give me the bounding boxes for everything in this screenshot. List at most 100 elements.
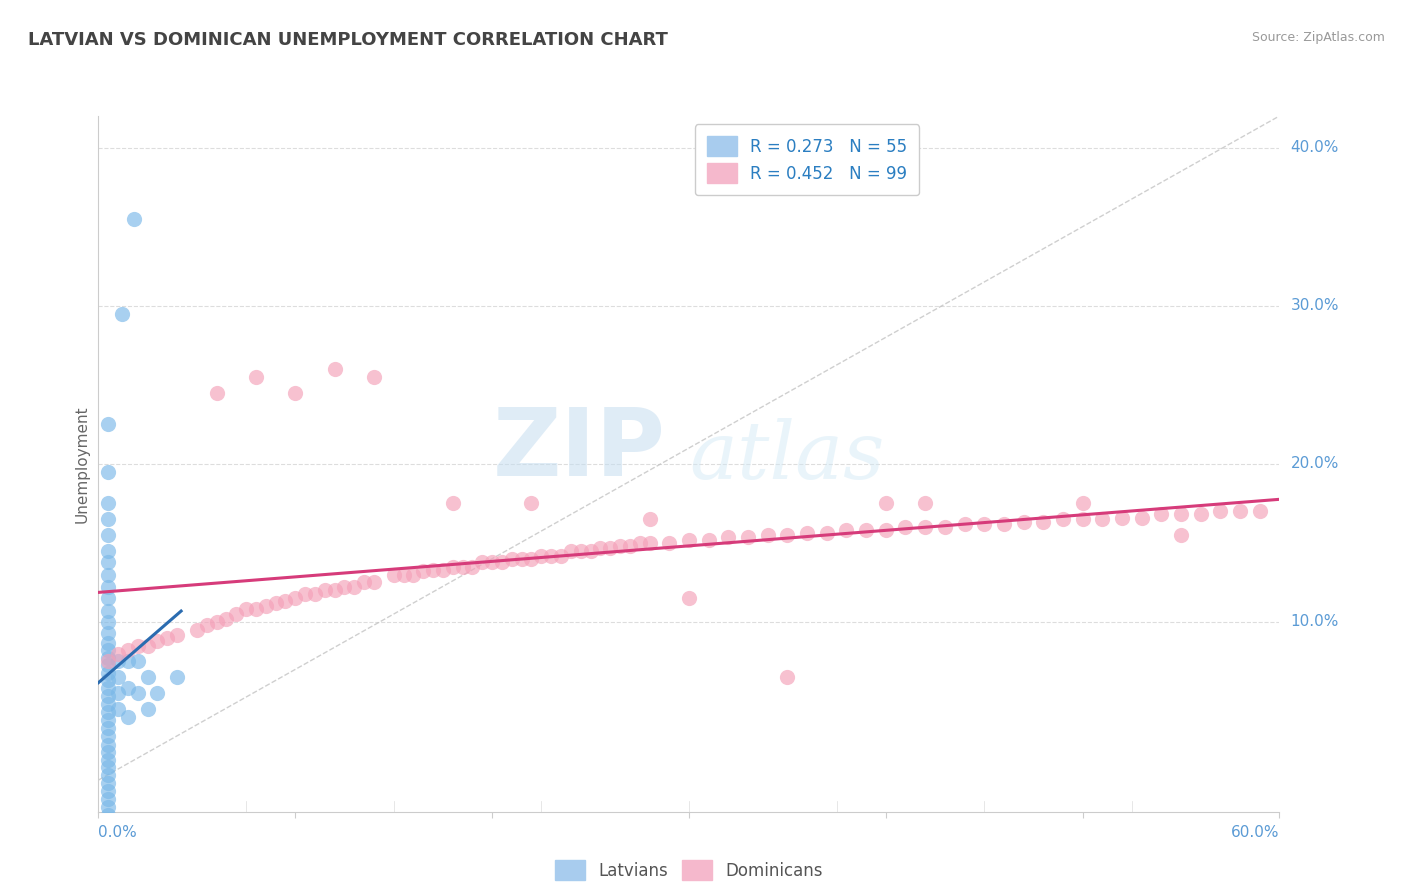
Point (392, 567, 415, 582)
Point (122, 211, 145, 226)
Point (569, 543, 592, 558)
Point (97, 681, 120, 696)
Point (973, 516, 995, 531)
Point (97, 739, 120, 753)
Point (97, 635, 120, 649)
Point (491, 555, 513, 569)
Point (205, 385, 228, 400)
Point (97, 496, 120, 510)
Point (97, 528, 120, 542)
Text: 30.0%: 30.0% (1291, 298, 1339, 313)
Point (441, 559, 464, 574)
Point (776, 528, 799, 542)
Point (97, 543, 120, 558)
Text: atlas: atlas (689, 418, 884, 496)
Point (638, 536, 661, 550)
Point (609, 539, 631, 553)
Point (146, 686, 169, 700)
Point (97, 729, 120, 743)
Point (97, 776, 120, 790)
Point (284, 385, 307, 400)
Point (97, 643, 120, 657)
Text: 20.0%: 20.0% (1291, 457, 1339, 471)
Point (678, 533, 700, 547)
Point (520, 551, 543, 566)
Point (550, 549, 572, 563)
Point (97, 567, 120, 582)
Point (97, 673, 120, 688)
Point (284, 591, 307, 606)
Point (343, 580, 366, 594)
Point (97, 690, 120, 704)
Point (1130, 510, 1153, 524)
Point (875, 523, 897, 537)
Point (97, 784, 120, 798)
Point (333, 580, 356, 594)
Point (117, 681, 139, 696)
Point (894, 520, 917, 534)
Point (97, 808, 120, 822)
Point (97, 604, 120, 618)
Point (579, 543, 602, 558)
Point (127, 639, 149, 653)
Point (97, 753, 120, 767)
Point (934, 520, 956, 534)
Point (422, 563, 444, 577)
Point (127, 655, 149, 669)
Point (471, 555, 494, 569)
Point (97, 555, 120, 569)
Point (235, 602, 257, 616)
Point (97, 841, 120, 855)
Text: 10.0%: 10.0% (1291, 615, 1339, 630)
Point (1032, 516, 1054, 530)
Point (1170, 508, 1192, 522)
Point (274, 594, 297, 608)
Point (678, 591, 700, 606)
Point (314, 583, 336, 598)
Point (599, 541, 621, 555)
Legend: Latvians, Dominicans: Latvians, Dominicans (548, 854, 830, 887)
Point (97, 817, 120, 831)
Text: Source: ZipAtlas.com: Source: ZipAtlas.com (1251, 31, 1385, 45)
Point (461, 559, 484, 574)
Point (97, 665, 120, 680)
Point (412, 565, 434, 579)
Point (97, 825, 120, 839)
Point (323, 362, 346, 376)
Point (835, 523, 858, 537)
Point (245, 369, 267, 384)
Point (1209, 504, 1232, 518)
Point (97, 792, 120, 806)
Point (589, 541, 612, 555)
Point (658, 536, 681, 550)
Point (1052, 512, 1074, 526)
Point (619, 539, 641, 553)
Point (107, 655, 129, 669)
Point (111, 307, 134, 321)
Point (97, 760, 120, 774)
Point (953, 516, 976, 531)
Text: ZIP: ZIP (492, 404, 665, 496)
Point (481, 555, 503, 569)
Point (166, 627, 188, 641)
Point (195, 618, 218, 632)
Point (97, 580, 120, 594)
Text: 40.0%: 40.0% (1291, 140, 1339, 155)
Point (97, 713, 120, 727)
Point (97, 465, 120, 479)
Point (451, 559, 474, 574)
Point (205, 615, 228, 629)
Point (215, 612, 238, 626)
Point (1111, 510, 1133, 524)
Point (254, 599, 277, 614)
Point (107, 647, 129, 661)
Point (1012, 516, 1035, 530)
Point (1091, 512, 1114, 526)
Point (432, 563, 454, 577)
Point (107, 686, 129, 700)
Point (97, 768, 120, 782)
Point (510, 551, 533, 566)
Point (97, 655, 120, 669)
Point (353, 575, 375, 590)
Point (146, 634, 169, 648)
